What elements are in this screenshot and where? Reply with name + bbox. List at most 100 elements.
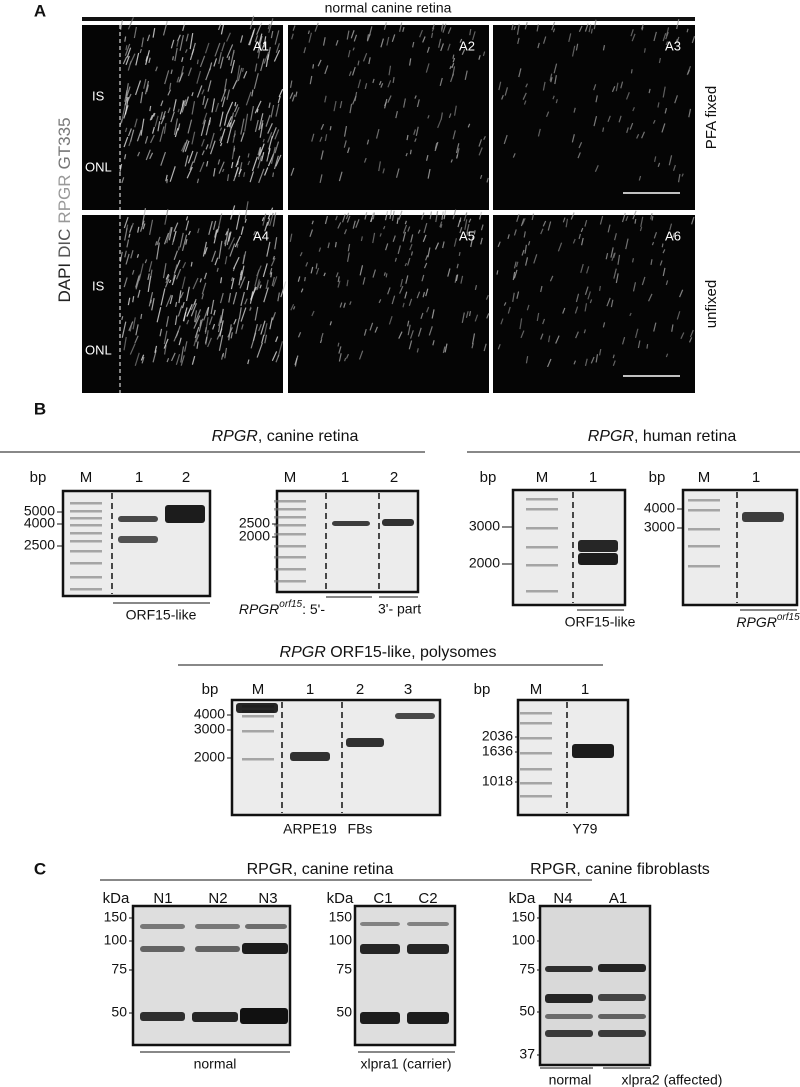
stained-structure [244, 298, 248, 305]
stained-structure [416, 99, 420, 108]
stained-structure [274, 237, 278, 250]
stained-structure [217, 213, 223, 230]
ladder-band [688, 545, 720, 548]
stained-structure [437, 119, 442, 129]
stained-structure [207, 80, 212, 92]
stained-structure [273, 155, 279, 170]
stained-structure [231, 277, 234, 282]
stained-structure [405, 275, 409, 284]
stained-structure [148, 261, 153, 273]
band [332, 521, 370, 526]
stained-structure [271, 351, 278, 361]
stained-structure [629, 122, 634, 130]
stained-structure [297, 276, 301, 282]
stained-structure [653, 156, 657, 163]
stained-structure [165, 316, 170, 327]
marker-label: 2000 [194, 749, 225, 765]
stained-structure [335, 215, 338, 221]
lane-label: C1 [373, 890, 392, 907]
stained-structure [384, 243, 389, 251]
stained-structure [420, 312, 424, 320]
stained-structure [431, 309, 435, 319]
stained-structure [126, 47, 132, 58]
stained-structure [233, 318, 237, 325]
stained-structure [185, 238, 188, 245]
stained-structure [681, 173, 684, 177]
stained-structure [469, 28, 472, 36]
stained-structure [658, 57, 661, 64]
stained-structure [364, 83, 368, 90]
stained-structure [440, 23, 444, 32]
stained-structure [334, 241, 337, 248]
stained-structure [320, 123, 325, 130]
stained-structure [127, 128, 132, 137]
stained-structure [199, 278, 202, 283]
marker-label: 1636 [482, 743, 513, 759]
stained-structure [513, 261, 517, 269]
band [598, 994, 646, 1001]
stained-structure [162, 110, 166, 120]
stained-structure [370, 212, 375, 223]
stained-structure [452, 54, 455, 59]
stained-structure [422, 234, 427, 243]
stained-structure [339, 101, 343, 109]
stained-structure [380, 38, 385, 48]
stained-structure [151, 126, 155, 134]
stained-structure [177, 123, 181, 131]
stained-structure [680, 332, 685, 340]
stained-structure [338, 171, 343, 182]
stained-structure [465, 311, 469, 318]
stained-structure [629, 312, 632, 317]
stain-label: DAPI DIC RPGR GT335 [55, 117, 74, 302]
stained-structure [447, 27, 452, 35]
stained-structure [626, 127, 629, 134]
stained-structure [395, 110, 398, 119]
marker-label: 3000 [644, 519, 675, 535]
marker-label: 2500 [24, 537, 55, 553]
stained-structure [272, 255, 276, 260]
stained-structure [421, 274, 425, 282]
stained-structure [430, 32, 434, 38]
stained-structure [209, 117, 212, 122]
stained-structure [665, 353, 669, 358]
stained-structure [184, 155, 189, 167]
stained-structure [226, 44, 234, 59]
stained-structure [263, 287, 269, 303]
stained-structure [500, 318, 504, 325]
stained-structure [123, 136, 129, 148]
stained-structure [124, 97, 128, 106]
stained-structure [630, 29, 634, 37]
stained-structure [593, 19, 597, 30]
stained-structure [547, 358, 552, 368]
stained-structure [165, 274, 170, 284]
stained-structure [122, 56, 128, 65]
stained-structure [621, 336, 626, 345]
stained-structure [244, 201, 249, 220]
stained-structure [184, 140, 190, 152]
stained-structure [459, 38, 463, 43]
stained-structure [338, 346, 342, 354]
stained-structure [143, 78, 147, 89]
stained-structure [571, 45, 576, 57]
stained-structure [630, 69, 633, 74]
stained-structure [262, 138, 265, 143]
stained-structure [134, 118, 138, 128]
stained-structure [501, 94, 504, 100]
stained-structure [533, 254, 538, 264]
stained-structure [137, 151, 141, 157]
stained-structure [184, 49, 188, 54]
stained-structure [674, 95, 678, 104]
lane-caption: normal [549, 1072, 592, 1087]
stained-structure [221, 96, 226, 108]
stained-structure [150, 112, 155, 121]
ladder-band [274, 556, 306, 559]
stained-structure [207, 337, 212, 348]
stained-structure [404, 291, 408, 299]
stained-structure [337, 280, 341, 288]
stained-structure [265, 279, 269, 290]
stained-structure [440, 43, 444, 52]
gel-image [353, 904, 457, 1047]
stained-structure [290, 167, 295, 176]
stained-structure [280, 281, 287, 298]
tile-label: A3 [665, 38, 681, 53]
